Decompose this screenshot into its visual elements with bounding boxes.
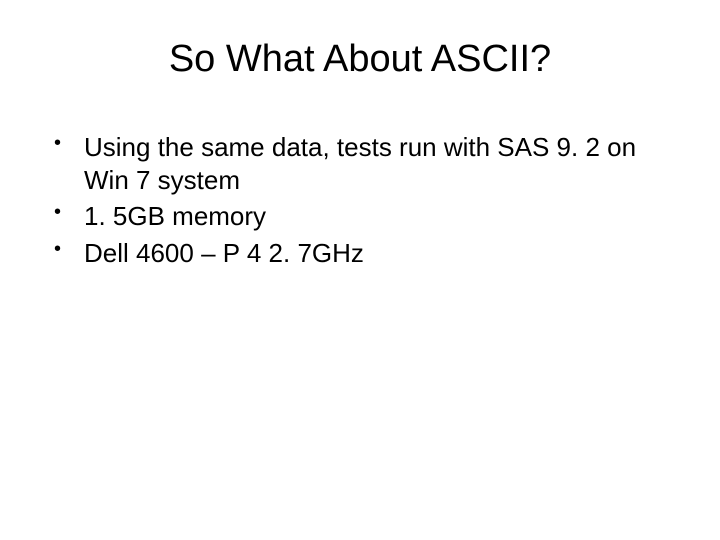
bullet-list: Using the same data, tests run with SAS …	[40, 131, 680, 269]
list-item: Using the same data, tests run with SAS …	[40, 131, 680, 196]
list-item: 1. 5GB memory	[40, 200, 680, 233]
slide-title: So What About ASCII?	[40, 38, 680, 81]
slide: So What About ASCII? Using the same data…	[0, 0, 720, 540]
list-item: Dell 4600 – P 4 2. 7GHz	[40, 237, 680, 270]
